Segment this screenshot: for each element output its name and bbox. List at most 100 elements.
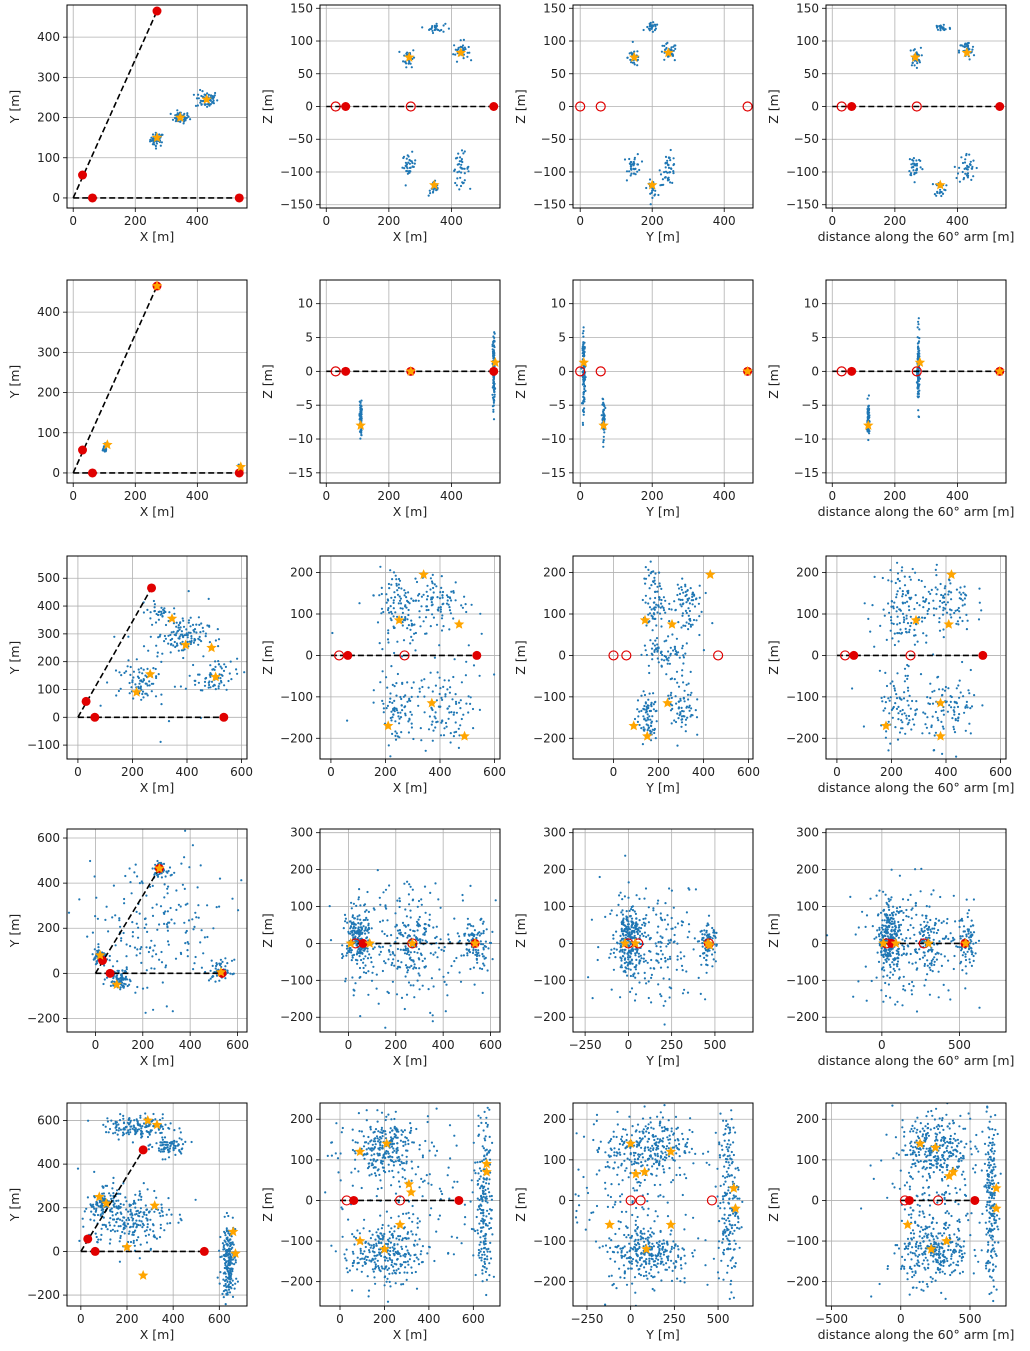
data-point: [97, 946, 99, 948]
data-point: [634, 935, 636, 937]
data-point: [198, 682, 200, 684]
data-point: [672, 172, 674, 174]
data-point: [429, 914, 431, 916]
data-point: [679, 593, 681, 595]
data-point: [446, 708, 448, 710]
data-point: [684, 653, 686, 655]
data-point: [493, 402, 495, 404]
data-point: [583, 381, 585, 383]
data-point: [457, 153, 459, 155]
data-point: [660, 946, 662, 948]
data-point: [939, 606, 941, 608]
data-point: [912, 62, 914, 64]
data-point: [914, 572, 916, 574]
data-point: [443, 734, 445, 736]
data-point: [162, 981, 164, 983]
data-point: [218, 685, 220, 687]
data-point: [651, 731, 653, 733]
arm-lines: [73, 11, 239, 198]
data-point: [472, 708, 474, 710]
data-point: [477, 949, 479, 951]
data-point: [917, 409, 919, 411]
data-point: [636, 708, 638, 710]
data-point: [686, 612, 688, 614]
data-point: [424, 711, 426, 713]
data-point: [629, 163, 631, 165]
data-point: [389, 698, 391, 700]
data-point: [390, 619, 392, 621]
data-point: [699, 585, 701, 587]
data-point: [898, 608, 900, 610]
data-point: [711, 965, 713, 967]
data-point: [942, 628, 944, 630]
y-tick-label: 150: [796, 1, 819, 15]
data-point: [630, 165, 632, 167]
data-point: [449, 609, 451, 611]
data-point: [96, 950, 98, 952]
data-point: [453, 44, 455, 46]
data-point: [397, 960, 399, 962]
data-point: [443, 950, 445, 952]
data-point: [906, 529, 908, 531]
data-point: [357, 948, 359, 950]
data-point: [673, 163, 675, 165]
data-point: [215, 962, 217, 964]
data-point: [155, 645, 157, 647]
data-point: [663, 59, 665, 61]
data-point: [462, 714, 464, 716]
data-point: [957, 720, 959, 722]
data-point: [356, 930, 358, 932]
data-point: [676, 671, 678, 673]
data-point: [210, 94, 212, 96]
data-point: [199, 639, 201, 641]
data-point: [449, 686, 451, 688]
data-point: [901, 595, 903, 597]
data-point: [412, 959, 414, 961]
data-point: [625, 931, 627, 933]
data-point: [129, 674, 131, 676]
y-axis-label: Y [m]: [7, 641, 22, 676]
data-point: [638, 169, 640, 171]
data-point: [420, 953, 422, 955]
data-point: [653, 703, 655, 705]
data-point: [954, 166, 956, 168]
data-point: [676, 943, 678, 945]
data-point: [112, 965, 114, 967]
data-point: [462, 182, 464, 184]
panel-r3-yz: 0 200 400 600−200−1000100200Y [m]Z [m]: [513, 539, 760, 796]
x-tick-label: 200: [384, 1038, 407, 1052]
data-point: [460, 955, 462, 957]
data-point: [226, 970, 228, 972]
data-point: [161, 653, 163, 655]
data-point: [441, 594, 443, 596]
data-point: [197, 674, 199, 676]
data-point: [172, 644, 174, 646]
data-point: [217, 628, 219, 630]
data-point: [645, 187, 647, 189]
data-point: [143, 645, 145, 647]
data-point: [359, 904, 361, 906]
data-point: [385, 889, 387, 891]
data-point: [582, 392, 584, 394]
data-point: [680, 700, 682, 702]
data-point: [970, 732, 972, 734]
data-point: [620, 945, 622, 947]
data-point: [148, 951, 150, 953]
data-point: [351, 934, 353, 936]
data-point: [378, 1003, 380, 1005]
data-point: [895, 693, 897, 695]
data-point: [867, 439, 869, 441]
data-point: [491, 394, 493, 396]
gridlines: [320, 280, 500, 483]
data-point: [443, 24, 445, 26]
data-point: [421, 686, 423, 688]
data-point: [667, 164, 669, 166]
data-point: [682, 592, 684, 594]
data-point: [927, 702, 929, 704]
data-point: [396, 732, 398, 734]
data-point: [647, 724, 649, 726]
data-point: [949, 613, 951, 615]
data-point: [364, 933, 366, 935]
data-point: [409, 966, 411, 968]
data-point: [157, 614, 159, 616]
